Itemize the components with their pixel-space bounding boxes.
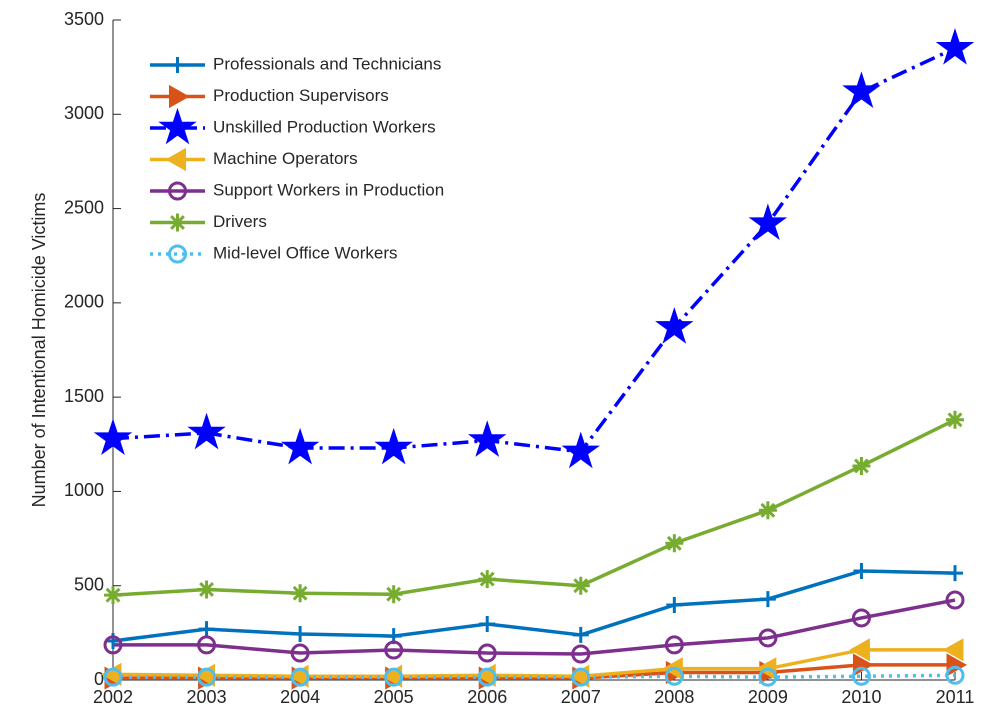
- x-tick-label: 2005: [374, 687, 414, 707]
- data-point: [291, 584, 310, 603]
- data-point: [292, 625, 309, 642]
- y-tick-label: 1000: [64, 480, 104, 500]
- legend-label: Support Workers in Production: [213, 180, 444, 199]
- data-point: [842, 71, 881, 109]
- data-point: [851, 608, 871, 628]
- series-line: [113, 663, 955, 680]
- data-point: [197, 580, 216, 599]
- y-tick-label: 2500: [64, 197, 104, 217]
- legend-marker: [165, 147, 186, 172]
- legend-marker: [169, 57, 186, 73]
- series-line: [112, 648, 955, 678]
- data-point: [664, 635, 684, 655]
- data-point: [187, 412, 226, 450]
- x-tick-label: 2003: [187, 687, 227, 707]
- y-tick-label: 3000: [64, 103, 104, 123]
- y-tick-label: 1500: [64, 386, 104, 406]
- data-point: [852, 456, 871, 475]
- data-point: [384, 585, 403, 604]
- x-tick-label: 2002: [93, 687, 133, 707]
- legend-label: Unskilled Production Workers: [213, 117, 436, 136]
- data-point: [945, 590, 965, 610]
- data-point: [571, 644, 591, 664]
- x-tick-label: 2006: [467, 687, 507, 707]
- data-point: [197, 667, 217, 687]
- data-point: [384, 640, 404, 660]
- data-point: [103, 667, 123, 687]
- series-line: [112, 569, 956, 643]
- data-point: [477, 643, 497, 663]
- data-point: [942, 638, 964, 662]
- data-point: [198, 621, 215, 638]
- data-point: [572, 626, 589, 643]
- legend-label: Mid-level Office Workers: [213, 243, 398, 262]
- y-tick-label: 2000: [64, 292, 104, 312]
- data-point: [290, 667, 310, 687]
- data-point: [853, 563, 870, 580]
- x-tick-label: 2007: [561, 687, 601, 707]
- data-point: [374, 427, 413, 465]
- data-point: [197, 635, 217, 655]
- series-line: [113, 598, 956, 656]
- data-point: [561, 431, 601, 469]
- data-point: [655, 307, 694, 344]
- series-line: [112, 418, 956, 597]
- data-point: [935, 28, 975, 65]
- y-tick-label: 500: [74, 574, 104, 594]
- data-point: [571, 667, 591, 687]
- legend-marker: [168, 181, 187, 201]
- data-point: [758, 628, 778, 648]
- x-tick-label: 2010: [841, 687, 881, 707]
- legend-label: Professionals and Technicians: [213, 54, 441, 73]
- data-point: [104, 586, 122, 605]
- data-point: [665, 534, 684, 553]
- x-tick-label: 2009: [748, 687, 788, 707]
- data-point: [849, 638, 870, 662]
- data-point: [946, 410, 964, 429]
- legend-marker: [169, 84, 190, 109]
- data-point: [478, 570, 497, 589]
- x-tick-label: 2004: [280, 687, 320, 707]
- data-point: [477, 667, 497, 687]
- x-tick-label: 2011: [936, 687, 975, 707]
- legend-marker: [168, 244, 187, 264]
- y-tick-label: 3500: [64, 9, 104, 29]
- data-point: [759, 591, 776, 608]
- data-point: [945, 665, 965, 685]
- data-point: [384, 667, 404, 687]
- data-point: [666, 596, 683, 613]
- y-tick-label: 0: [94, 669, 104, 689]
- data-point: [851, 666, 871, 686]
- y-axis-label: Number of Intentional Homicide Victims: [29, 193, 49, 508]
- legend-marker: [158, 107, 197, 145]
- data-point: [947, 565, 963, 582]
- data-point: [664, 666, 684, 686]
- legend-label: Production Supervisors: [213, 86, 389, 105]
- data-point: [280, 427, 320, 465]
- data-point: [479, 615, 496, 632]
- data-point: [758, 501, 777, 520]
- legend-marker: [168, 213, 187, 232]
- legend-label: Machine Operators: [213, 149, 358, 168]
- legend-label: Drivers: [213, 212, 267, 231]
- data-point: [748, 203, 788, 241]
- data-point: [571, 576, 590, 595]
- data-point: [467, 420, 507, 457]
- data-point: [290, 643, 310, 663]
- data-point: [93, 418, 133, 455]
- data-point: [103, 635, 123, 655]
- data-point: [758, 667, 778, 687]
- x-tick-label: 2008: [654, 687, 694, 707]
- series-line: [112, 46, 956, 454]
